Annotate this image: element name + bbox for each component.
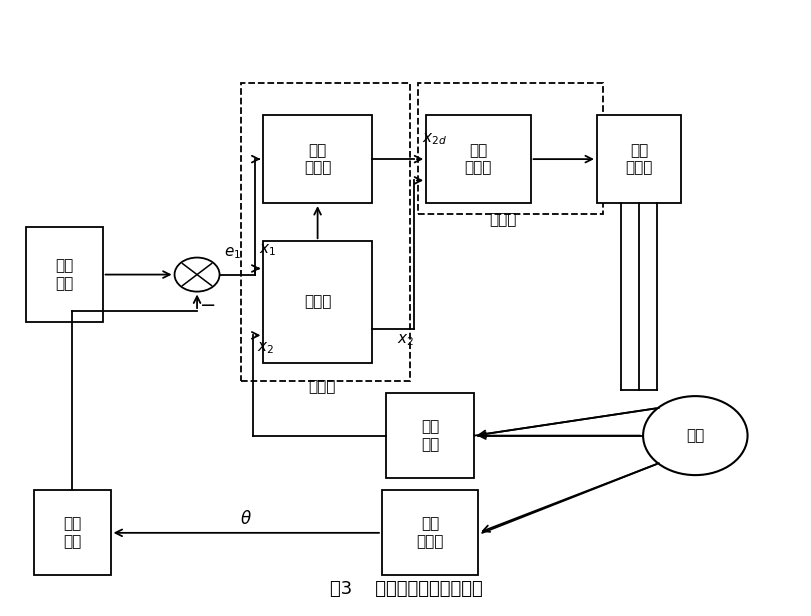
Bar <box>263 115 371 203</box>
Text: $\theta$: $\theta$ <box>240 511 252 529</box>
Bar <box>418 83 602 214</box>
Text: 期望
转速: 期望 转速 <box>55 258 74 291</box>
Text: 观测器: 观测器 <box>303 294 331 309</box>
Text: 速度
计算: 速度 计算 <box>63 517 81 549</box>
Text: $x_2$: $x_2$ <box>257 340 274 356</box>
Text: $e_1$: $e_1$ <box>223 246 240 261</box>
Bar <box>381 490 478 575</box>
Bar <box>34 490 110 575</box>
Text: 速度环: 速度环 <box>307 379 335 394</box>
Text: 位置
传感器: 位置 传感器 <box>416 517 444 549</box>
Text: $x_{2d}$: $x_{2d}$ <box>422 131 447 147</box>
Text: 内环
控制器: 内环 控制器 <box>464 143 491 176</box>
Text: −: − <box>200 296 216 315</box>
Text: 电流环: 电流环 <box>488 213 516 227</box>
Bar <box>241 83 410 381</box>
Bar <box>26 227 102 322</box>
Bar <box>385 393 474 478</box>
Text: 三相
逆变器: 三相 逆变器 <box>624 143 652 176</box>
Bar <box>263 241 371 363</box>
Text: $x_1$: $x_1$ <box>259 242 276 257</box>
Text: 电流
采样: 电流 采样 <box>420 419 439 452</box>
Text: 图3    非线性控制器结构框图: 图3 非线性控制器结构框图 <box>329 580 482 598</box>
Bar <box>596 115 680 203</box>
Bar <box>426 115 530 203</box>
Text: 电机: 电机 <box>685 428 704 443</box>
Text: $x_2$: $x_2$ <box>397 332 414 348</box>
Text: 外环
控制器: 外环 控制器 <box>303 143 331 176</box>
